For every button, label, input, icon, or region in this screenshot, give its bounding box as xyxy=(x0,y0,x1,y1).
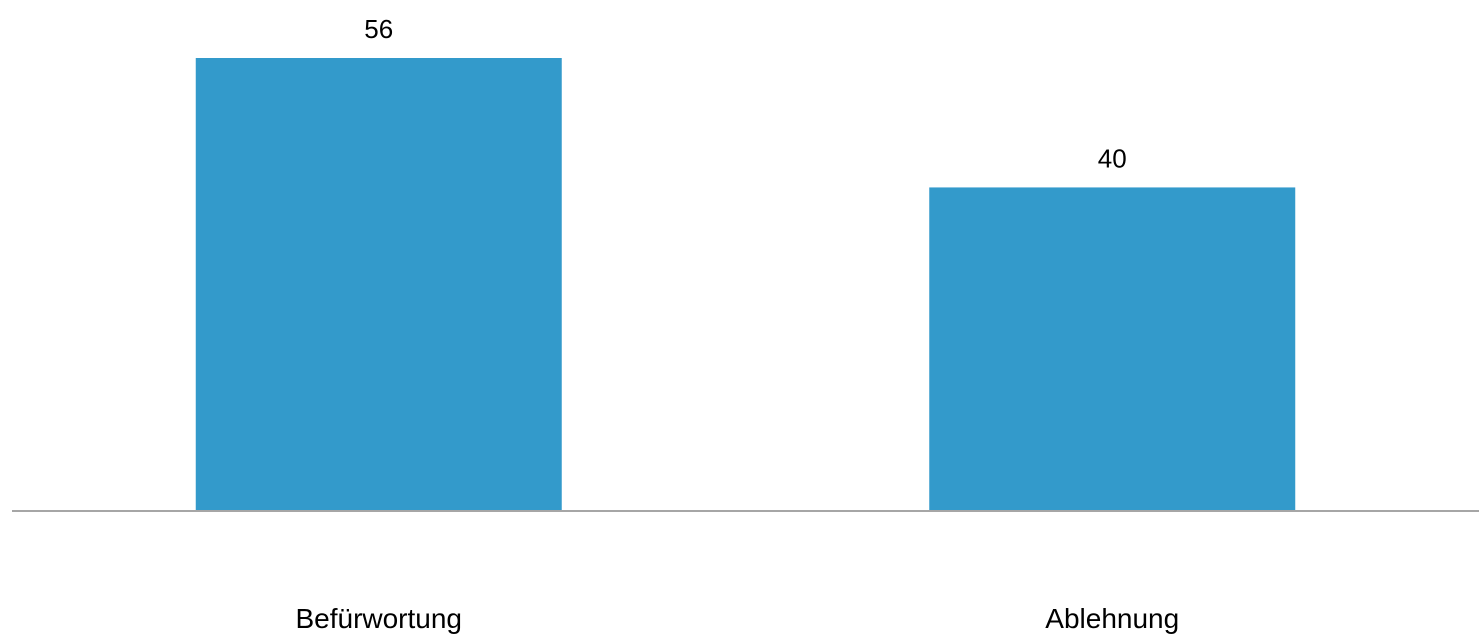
category-label-1: Befürwortung xyxy=(295,603,462,634)
value-label-1: 56 xyxy=(364,14,393,44)
bar-group xyxy=(195,58,1296,511)
value-label-group: 56 40 xyxy=(364,14,1126,173)
category-label-2: Ablehnung xyxy=(1045,603,1179,634)
bar-2 xyxy=(929,187,1296,511)
bar-1 xyxy=(195,58,562,511)
category-label-group: Befürwortung Ablehnung xyxy=(295,603,1179,634)
value-label-2: 40 xyxy=(1098,143,1127,173)
